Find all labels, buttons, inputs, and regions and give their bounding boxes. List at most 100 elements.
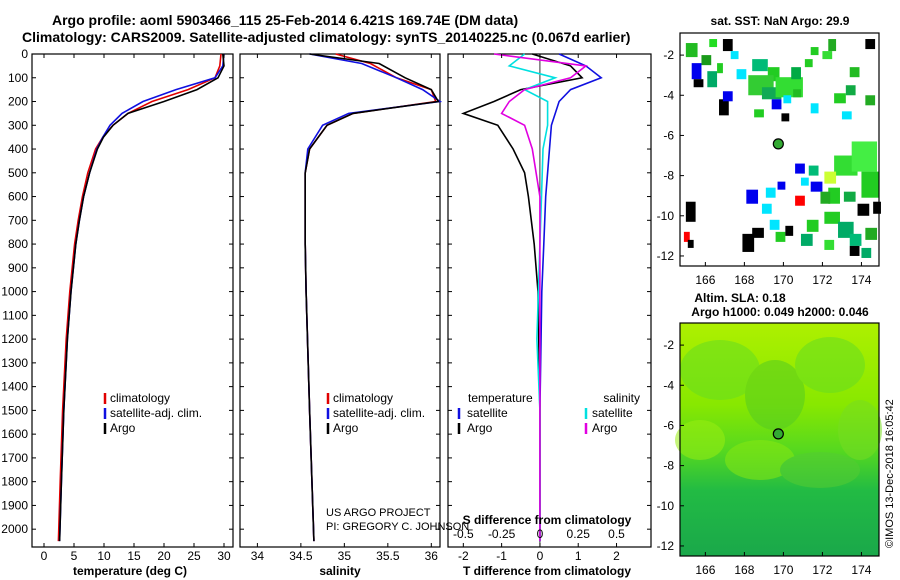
sst-pixel	[752, 59, 768, 72]
sst-pixel	[865, 227, 878, 240]
sst-pixels	[683, 39, 881, 258]
map-y-tick-label: -6	[663, 418, 674, 432]
sst-pixel	[849, 233, 862, 246]
sst-pixel	[804, 59, 813, 68]
sst-pixel	[765, 187, 776, 198]
x-tick-label: 30	[217, 549, 231, 563]
x-tick-label: -2	[458, 549, 469, 563]
sst-pixel	[687, 239, 694, 248]
depth-tick-label: 1300	[1, 356, 28, 370]
legend-title-salinity: salinity	[603, 391, 640, 405]
x-tick-label: 10	[97, 549, 111, 563]
sst-pixel	[824, 211, 840, 224]
sst-pixel	[783, 95, 792, 104]
depth-tick-label: 1800	[1, 475, 28, 489]
sst-pixel	[857, 203, 870, 216]
depth-tick-label: 1900	[1, 498, 28, 512]
map-x-tick-label: 166	[695, 563, 715, 577]
sst-pixel	[736, 69, 747, 80]
sst-pixel	[691, 63, 702, 80]
salinity-diff-tick-label: -0.5	[453, 527, 474, 541]
sst-pixel	[810, 103, 819, 114]
sst-pixel	[865, 39, 876, 50]
depth-tick-label: 700	[8, 213, 28, 227]
sst-pixel	[746, 189, 759, 204]
pi-annotation: PI: GREGORY C. JOHNSON	[326, 521, 469, 533]
depth-tick-label: 800	[8, 237, 28, 251]
x-tick-label: 1	[575, 549, 582, 563]
sst-pixel	[771, 99, 782, 110]
map-x-tick-label: 166	[695, 273, 715, 287]
map-y-tick-label: -2	[663, 338, 674, 352]
depth-tick-label: 1100	[2, 308, 28, 322]
sst-pixel	[810, 47, 819, 56]
series-line-t-argo	[460, 53, 584, 542]
legend-label: satellite-adj. clim.	[333, 406, 425, 420]
depth-tick-label: 100	[8, 71, 28, 85]
sst-pixel	[761, 203, 772, 214]
map-y-tick-label: -10	[657, 209, 675, 223]
x-tick-label: 34	[251, 549, 265, 563]
legend-title-temperature: temperature	[468, 391, 533, 405]
sst-pixel	[800, 233, 813, 246]
salinity-diff-tick-label: 0.25	[567, 527, 591, 541]
sst-pixel	[808, 165, 819, 176]
sst-pixel	[849, 67, 860, 78]
sla-blob	[745, 360, 805, 430]
sst-pixel	[775, 231, 786, 242]
sst-pixel	[791, 67, 801, 80]
map-y-tick-label: -8	[663, 459, 674, 473]
legend-label: Argo	[592, 421, 618, 435]
legend-label: satellite	[467, 406, 508, 420]
sst-pixel	[806, 219, 819, 232]
sst-pixel	[707, 71, 718, 88]
sst-pixel	[742, 233, 755, 252]
sst-pixel	[851, 141, 878, 172]
series-line-argo	[58, 53, 225, 542]
legend-label: climatology	[333, 391, 393, 405]
x-tick-label: 0	[41, 549, 48, 563]
sst-pixel	[828, 39, 837, 52]
sst-pixel	[754, 109, 764, 118]
sla-map-frame	[679, 322, 880, 557]
x-tick-label: 35	[338, 549, 352, 563]
legend-label: satellite	[592, 406, 633, 420]
series-line-s-argo	[493, 53, 588, 542]
sst-pixel	[861, 171, 879, 198]
legend-label: climatology	[110, 391, 170, 405]
series-line-climatology	[57, 53, 222, 542]
sst-pixel	[822, 51, 833, 60]
sla-blob	[838, 400, 882, 460]
series-line-t-satellite	[539, 53, 603, 542]
depth-tick-label: 1000	[1, 285, 28, 299]
project-annotation: US ARGO PROJECT	[326, 507, 431, 519]
sst-pixel	[777, 181, 786, 190]
depth-tick-label: 1500	[1, 403, 28, 417]
depth-tick-label: 600	[8, 190, 28, 204]
sst-map-frame	[679, 32, 880, 267]
map-y-tick-label: -10	[657, 499, 675, 513]
sst-pixel	[781, 113, 790, 122]
x-tick-label: 15	[127, 549, 141, 563]
legend-label: Argo	[110, 421, 136, 435]
sst-pixel	[800, 177, 809, 186]
x-tick-label: 20	[157, 549, 171, 563]
salinity-diff-tick-label: -0.25	[488, 527, 516, 541]
series-line-argo	[304, 53, 440, 542]
sst-pixel	[828, 187, 840, 204]
sst-pixel	[709, 39, 718, 48]
map-y-tick-label: -4	[663, 378, 674, 392]
map-x-tick-label: 172	[812, 273, 832, 287]
title-line-1: Argo profile: aoml 5903466_115 25-Feb-20…	[52, 12, 519, 28]
sst-pixel	[795, 163, 805, 174]
x-tick-label: 35.5	[376, 549, 400, 563]
sst-pixel	[769, 219, 780, 230]
sla-blob	[675, 420, 725, 460]
sst-pixel	[843, 191, 856, 202]
sst-pixel	[685, 43, 698, 58]
sla-map-title: Altim. SLA: 0.18	[694, 291, 786, 305]
temperature-panel	[31, 53, 234, 548]
sla-blobs	[675, 337, 882, 488]
sst-pixel	[841, 111, 852, 120]
